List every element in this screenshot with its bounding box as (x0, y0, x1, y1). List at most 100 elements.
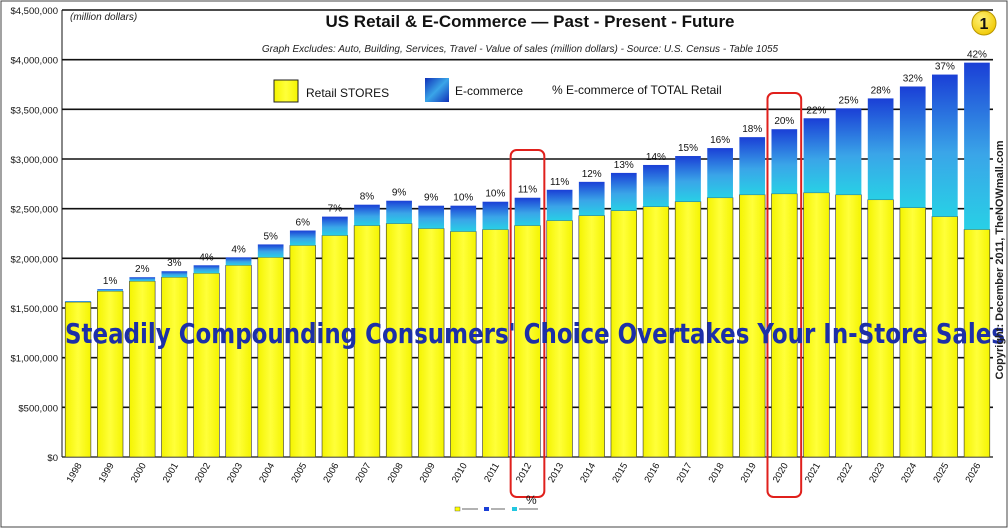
percent-label: 25% (839, 95, 859, 106)
highlight-box (766, 92, 803, 498)
percent-label: 6% (296, 218, 311, 229)
bar-retail-stores (546, 220, 573, 458)
percent-label: 12% (582, 169, 602, 180)
bar-ecommerce (450, 205, 477, 232)
highlight-boxes (509, 92, 803, 498)
y-tick-label: $0 (47, 453, 58, 464)
y-tick-label: $1,500,000 (10, 304, 58, 315)
bar-ecommerce (546, 189, 573, 221)
percent-label: 1% (103, 276, 118, 287)
bar-retail-stores (353, 225, 381, 458)
bar-ecommerce (322, 216, 348, 236)
chart-subtitle: Graph Excludes: Auto, Building, Services… (262, 44, 779, 55)
legend-stores-swatch (273, 79, 299, 103)
percent-label: 10% (453, 193, 473, 204)
bar-ecommerce (97, 289, 123, 292)
bar-retail-stores (225, 264, 252, 458)
bar-retail-stores (289, 245, 316, 458)
legend-percent-label: % E-commerce of TOTAL Retail (552, 83, 722, 97)
bar-ecommerce (386, 200, 412, 224)
bar-retail-stores (867, 199, 894, 458)
percent-label: 15% (678, 143, 698, 154)
bar-retail-stores (161, 276, 188, 458)
percent-label: 5% (263, 231, 278, 242)
bar-ecommerce (482, 201, 509, 230)
badge-circle (971, 10, 997, 36)
y-tick-label: $3,500,000 (10, 105, 58, 116)
percent-labels: 1% 2% 3% 4% 4% 5% 6% 7% 8% 9% 9% 10% 10% 11% 11% 12% 13%… (103, 50, 987, 287)
bar-ecommerce (643, 164, 669, 207)
percent-label: 22% (806, 105, 826, 116)
percent-label: 8% (360, 192, 375, 203)
bars (64, 62, 991, 458)
bar-ecommerce (610, 172, 637, 211)
percent-label: 11% (550, 177, 569, 188)
bar-ecommerce (225, 257, 252, 266)
bar-retail-stores (771, 193, 798, 458)
bar-ecommerce (803, 118, 830, 193)
percent-label: 18% (742, 124, 762, 135)
bar-retail-stores (642, 206, 670, 458)
bar-ecommerce (739, 137, 766, 195)
highlight-box (509, 149, 546, 498)
headline-banner: Steadily Compounding Consumers' Choice O… (65, 317, 1005, 350)
bar-ecommerce (964, 62, 990, 230)
percent-label: 13% (614, 160, 634, 171)
bar-ecommerce (707, 148, 733, 198)
bar-ecommerce (578, 181, 605, 216)
mini-legend-pct-swatch (512, 507, 517, 511)
bar-retail-stores (64, 301, 92, 458)
percent-label: 10% (485, 189, 505, 200)
percent-label: 9% (392, 188, 407, 199)
percent-label: 11% (518, 185, 537, 196)
y-tick-label: $1,000,000 (10, 354, 58, 365)
percent-label: 3% (167, 258, 182, 269)
mini-legend-ecom-swatch (484, 507, 489, 511)
bar-retail-stores (706, 197, 734, 458)
bar-ecommerce (129, 277, 156, 282)
percent-label: 32% (903, 73, 923, 84)
bar-retail-stores (931, 216, 958, 458)
y-tick-label: $4,000,000 (10, 56, 58, 67)
percent-label: 14% (646, 152, 666, 163)
bar-ecommerce (161, 271, 188, 278)
bar-retail-stores (321, 235, 349, 458)
bar-ecommerce (418, 205, 445, 229)
y-tick-label: $2,000,000 (10, 254, 58, 265)
bar-ecommerce (193, 265, 220, 274)
bar-retail-stores (450, 231, 477, 458)
bar-retail-stores (739, 194, 766, 458)
y-tick-label: $2,500,000 (10, 205, 58, 216)
x-axis: 1998 1999 2000 2001 2002 2003 2004 2005 2006 2007… (65, 461, 984, 485)
chart-title: US Retail & E-Commerce — Past - Present … (325, 12, 734, 31)
bar-ecommerce (771, 129, 798, 194)
bar-retail-stores (514, 225, 541, 458)
badge: 1 (971, 10, 997, 36)
bar-retail-stores (97, 290, 124, 458)
y-axis: $0 $500,000 $1,000,000 $1,500,000 $2,000,000… (10, 6, 63, 464)
bar-ecommerce (932, 74, 958, 217)
bar-retail-stores (129, 280, 156, 458)
bar-retail-stores (963, 229, 991, 458)
percent-label: 20% (774, 116, 794, 127)
percent-label: 42% (967, 50, 987, 61)
y-tick-label: $3,000,000 (10, 155, 58, 166)
percent-label: 2% (135, 264, 150, 275)
bar-retail-stores (193, 272, 220, 458)
bar-ecommerce (354, 204, 380, 226)
bar-retail-stores (899, 207, 926, 458)
legend-ecom-swatch (425, 78, 449, 102)
percent-label: 37% (935, 62, 955, 73)
copyright-note: Copyright: December 2011, TheNOWmall.com (994, 140, 1006, 379)
bar-retail-stores (482, 229, 509, 458)
legend-stores-label: Retail STORES (306, 86, 389, 100)
x-axis-bottom-label: % (526, 493, 537, 507)
percent-label: 16% (710, 135, 730, 146)
bar-ecommerce (835, 108, 862, 195)
bar-retail-stores (418, 228, 445, 458)
badge-label: 1 (980, 16, 989, 33)
bar-ecommerce (65, 301, 91, 303)
bar-retail-stores (835, 194, 862, 458)
mini-legend-stores-swatch (454, 506, 461, 512)
